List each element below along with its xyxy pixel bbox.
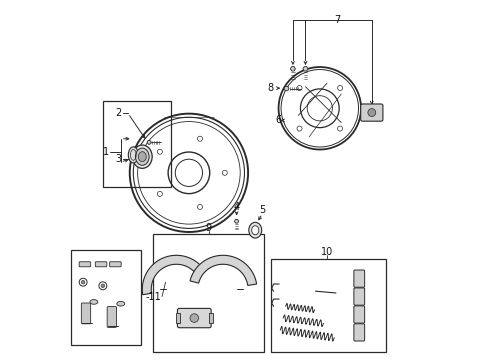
Text: 1: 1 — [103, 147, 109, 157]
FancyBboxPatch shape — [177, 309, 211, 328]
Text: 2: 2 — [115, 108, 121, 118]
Polygon shape — [147, 140, 151, 144]
Bar — [70, 250, 140, 345]
Ellipse shape — [90, 300, 98, 304]
FancyBboxPatch shape — [95, 262, 106, 267]
Polygon shape — [290, 67, 295, 71]
FancyBboxPatch shape — [353, 306, 364, 323]
FancyBboxPatch shape — [353, 270, 364, 287]
Circle shape — [190, 314, 198, 322]
FancyBboxPatch shape — [81, 303, 90, 324]
Text: 8: 8 — [266, 83, 272, 93]
Text: 9: 9 — [205, 224, 211, 233]
Circle shape — [101, 284, 104, 288]
Text: 4: 4 — [233, 202, 239, 212]
Ellipse shape — [248, 222, 261, 238]
Circle shape — [367, 109, 375, 117]
Text: 7: 7 — [334, 15, 340, 26]
Circle shape — [81, 280, 85, 284]
FancyBboxPatch shape — [107, 307, 116, 327]
Polygon shape — [234, 219, 238, 223]
Text: -11: -11 — [145, 292, 161, 302]
Text: 3: 3 — [115, 154, 121, 164]
Ellipse shape — [251, 226, 258, 235]
Bar — [102, 101, 171, 187]
Polygon shape — [303, 67, 307, 71]
Polygon shape — [284, 86, 288, 91]
FancyBboxPatch shape — [353, 324, 364, 341]
Bar — [271, 259, 386, 352]
Text: 6: 6 — [275, 116, 282, 126]
Ellipse shape — [138, 152, 146, 162]
FancyBboxPatch shape — [353, 288, 364, 305]
FancyBboxPatch shape — [360, 104, 382, 121]
Text: 10: 10 — [320, 247, 332, 257]
Ellipse shape — [135, 148, 149, 165]
Bar — [208, 313, 212, 323]
Text: 5: 5 — [259, 206, 265, 216]
Ellipse shape — [132, 145, 152, 168]
Ellipse shape — [117, 301, 124, 306]
Polygon shape — [190, 255, 256, 285]
Ellipse shape — [128, 147, 138, 163]
Bar — [153, 234, 264, 352]
Bar — [175, 313, 180, 323]
Polygon shape — [142, 255, 204, 295]
FancyBboxPatch shape — [79, 262, 90, 267]
FancyBboxPatch shape — [109, 262, 121, 267]
